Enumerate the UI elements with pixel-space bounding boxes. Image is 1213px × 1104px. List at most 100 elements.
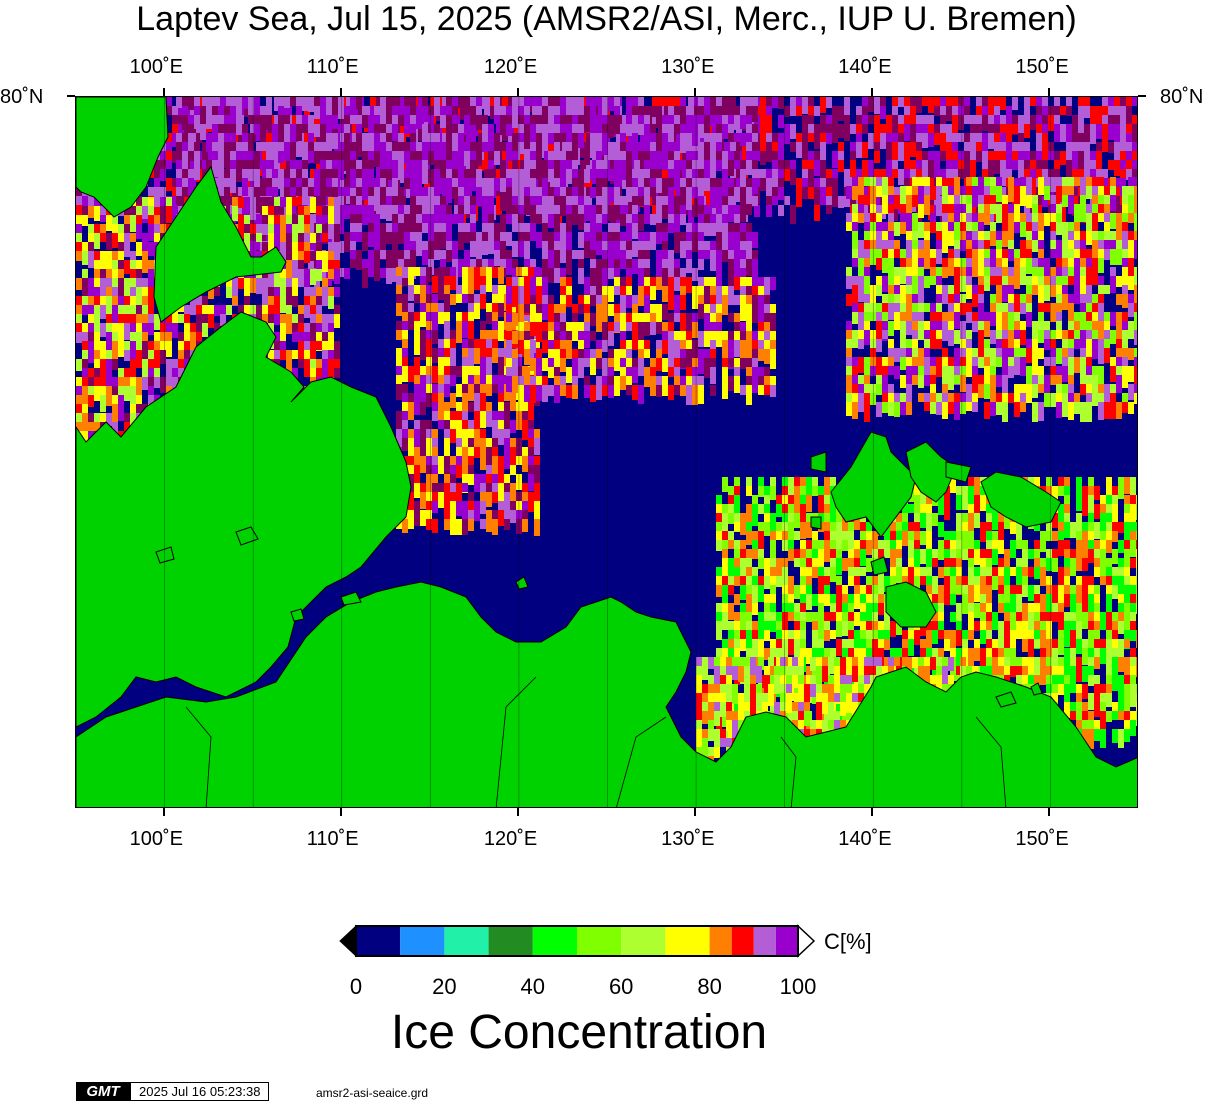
ice-cell bbox=[338, 205, 344, 223]
ice-cell bbox=[462, 294, 468, 303]
ice-cell bbox=[766, 124, 772, 141]
ice-cell bbox=[456, 366, 462, 377]
ice-cell bbox=[602, 241, 608, 258]
ice-cell bbox=[426, 465, 432, 476]
ice-cell bbox=[420, 456, 426, 473]
ice-cell bbox=[946, 106, 952, 121]
ice-cell bbox=[82, 359, 88, 372]
ice-cell bbox=[332, 97, 338, 117]
ice-cell bbox=[420, 510, 426, 526]
ice-cell bbox=[166, 386, 172, 395]
ice-cell bbox=[112, 233, 118, 248]
ice-cell bbox=[522, 420, 528, 429]
ice-cell bbox=[414, 366, 420, 380]
ice-cell bbox=[362, 187, 368, 200]
ice-cell bbox=[374, 133, 380, 147]
ice-cell bbox=[486, 267, 492, 282]
ice-cell bbox=[976, 97, 982, 113]
ice-cell bbox=[662, 205, 668, 219]
ice-cell bbox=[402, 357, 408, 366]
ice-cell bbox=[296, 106, 302, 117]
ice-cell bbox=[728, 196, 734, 208]
ice-cell bbox=[456, 285, 462, 296]
ice-cell bbox=[260, 142, 266, 151]
ice-cell bbox=[302, 187, 308, 205]
ice-cell bbox=[710, 358, 716, 370]
ice-cell bbox=[662, 232, 668, 248]
ice-cell bbox=[734, 367, 740, 379]
ice-cell bbox=[172, 133, 178, 147]
ice-cell bbox=[118, 233, 124, 248]
ice-cell bbox=[784, 124, 790, 138]
ice-cell bbox=[722, 367, 728, 379]
ice-cell bbox=[710, 178, 716, 194]
ice-cell bbox=[450, 375, 456, 386]
ice-cell bbox=[910, 115, 916, 128]
ice-cell bbox=[698, 124, 704, 138]
ice-cell bbox=[916, 169, 922, 184]
ice-cell bbox=[512, 358, 518, 376]
ice-cell bbox=[284, 133, 290, 142]
ice-cell bbox=[650, 304, 656, 317]
ice-cell bbox=[420, 483, 426, 492]
ice-cell bbox=[438, 357, 444, 369]
ice-cell bbox=[916, 124, 922, 138]
ice-cell bbox=[656, 277, 662, 290]
ice-cell bbox=[530, 214, 536, 225]
ice-cell bbox=[428, 232, 434, 241]
ice-cell bbox=[586, 142, 592, 152]
ice-cell bbox=[512, 214, 518, 227]
ice-cell bbox=[160, 323, 166, 340]
ice-cell bbox=[392, 241, 398, 254]
ice-cell bbox=[290, 169, 296, 180]
ice-cell bbox=[444, 456, 450, 474]
longitude-label-top: 130˚E bbox=[661, 56, 715, 78]
ice-cell bbox=[432, 303, 438, 320]
ice-cell bbox=[462, 366, 468, 386]
ice-cell bbox=[420, 384, 426, 403]
ice-cell bbox=[584, 376, 590, 385]
ice-cell bbox=[160, 160, 166, 177]
ice-cell bbox=[904, 169, 910, 179]
ice-cell bbox=[184, 323, 190, 334]
ice-cell bbox=[420, 492, 426, 509]
ice-cell bbox=[504, 411, 510, 429]
ice-cell bbox=[480, 348, 486, 361]
ice-cell bbox=[754, 187, 760, 204]
ice-cell bbox=[218, 178, 224, 190]
ice-cell bbox=[438, 285, 444, 300]
ice-cell bbox=[248, 160, 254, 172]
ice-cell bbox=[398, 142, 404, 155]
ice-cell bbox=[486, 411, 492, 427]
ice-cell bbox=[504, 384, 510, 401]
ice-cell bbox=[722, 205, 728, 218]
ice-cell bbox=[212, 97, 218, 110]
ice-cell bbox=[1132, 124, 1137, 135]
ice-cell bbox=[464, 196, 470, 214]
ice-cell bbox=[446, 214, 452, 229]
ice-cell bbox=[486, 357, 492, 366]
ice-cell bbox=[444, 276, 450, 293]
ice-cell bbox=[302, 115, 308, 126]
ice-cell bbox=[148, 305, 154, 321]
ice-cell bbox=[88, 251, 94, 268]
ice-cell bbox=[674, 349, 680, 364]
ice-cell bbox=[462, 267, 468, 285]
ice-cell bbox=[450, 501, 456, 518]
ice-cell bbox=[218, 142, 224, 151]
ice-cell bbox=[474, 402, 480, 414]
ice-cell bbox=[374, 214, 380, 231]
ice-cell bbox=[456, 330, 462, 343]
ice-cell bbox=[468, 420, 474, 434]
ice-cell bbox=[650, 232, 656, 250]
ice-cell bbox=[284, 97, 290, 108]
ice-cell bbox=[734, 106, 740, 115]
ice-cell bbox=[664, 106, 670, 116]
ice-cell bbox=[492, 492, 498, 503]
ice-cell bbox=[166, 341, 172, 357]
ice-cell bbox=[578, 187, 584, 204]
ice-cell bbox=[620, 322, 626, 331]
ice-cell bbox=[398, 160, 404, 180]
ice-cell bbox=[722, 358, 728, 368]
ice-cell bbox=[524, 277, 530, 292]
